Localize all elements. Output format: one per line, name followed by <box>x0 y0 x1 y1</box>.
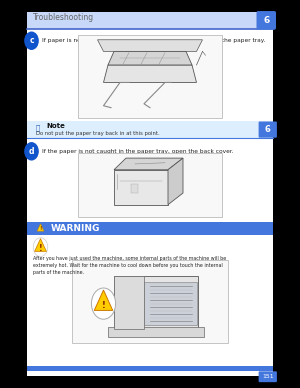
FancyBboxPatch shape <box>27 366 273 371</box>
Polygon shape <box>168 158 183 205</box>
FancyBboxPatch shape <box>259 371 277 382</box>
FancyBboxPatch shape <box>108 327 204 336</box>
FancyBboxPatch shape <box>114 276 144 329</box>
FancyBboxPatch shape <box>27 12 273 376</box>
Polygon shape <box>98 40 202 51</box>
Text: 6: 6 <box>263 16 269 25</box>
Text: WARNING: WARNING <box>51 224 100 233</box>
Polygon shape <box>37 224 44 231</box>
Text: !: ! <box>102 301 105 310</box>
Polygon shape <box>103 65 196 83</box>
Circle shape <box>33 238 48 256</box>
Text: If the paper is not caught in the paper tray, open the back cover.: If the paper is not caught in the paper … <box>42 149 234 154</box>
Text: d: d <box>29 147 34 156</box>
Text: Do not put the paper tray back in at this point.: Do not put the paper tray back in at thi… <box>36 131 160 136</box>
Text: After you have just used the machine, some internal parts of the machine will be: After you have just used the machine, so… <box>33 256 226 275</box>
Text: !: ! <box>39 227 42 231</box>
Polygon shape <box>114 158 183 170</box>
Text: 6: 6 <box>265 125 271 134</box>
Text: c: c <box>29 36 34 45</box>
Text: If paper is not caught inside the machine, check underneath the paper tray.: If paper is not caught inside the machin… <box>42 38 265 43</box>
FancyBboxPatch shape <box>27 121 273 138</box>
Polygon shape <box>34 239 46 251</box>
Polygon shape <box>108 51 192 65</box>
FancyBboxPatch shape <box>78 153 222 217</box>
Text: 🖉: 🖉 <box>36 124 40 131</box>
FancyBboxPatch shape <box>259 121 277 138</box>
FancyBboxPatch shape <box>27 12 273 29</box>
FancyBboxPatch shape <box>114 276 198 329</box>
Circle shape <box>92 288 116 319</box>
Polygon shape <box>94 290 113 310</box>
Circle shape <box>25 32 38 49</box>
Text: 151: 151 <box>262 374 274 379</box>
Text: Troubleshooting: Troubleshooting <box>33 12 94 22</box>
Text: Note: Note <box>46 123 65 129</box>
FancyBboxPatch shape <box>78 35 222 118</box>
FancyBboxPatch shape <box>72 260 228 343</box>
Circle shape <box>25 143 38 160</box>
Text: !: ! <box>39 244 42 253</box>
FancyBboxPatch shape <box>144 282 196 325</box>
Polygon shape <box>114 170 168 205</box>
FancyBboxPatch shape <box>130 185 138 193</box>
FancyBboxPatch shape <box>256 11 276 30</box>
FancyBboxPatch shape <box>27 222 273 235</box>
